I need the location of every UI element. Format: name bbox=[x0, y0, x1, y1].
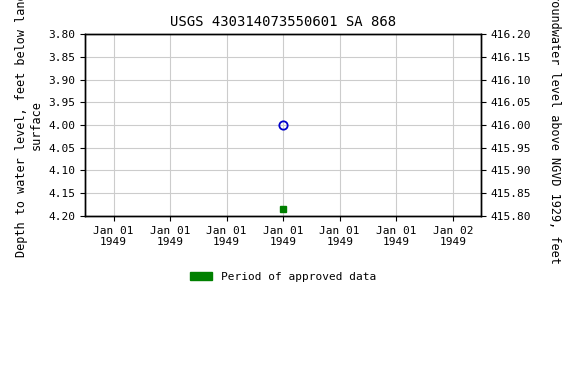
Legend: Period of approved data: Period of approved data bbox=[185, 268, 381, 286]
Y-axis label: Groundwater level above NGVD 1929, feet: Groundwater level above NGVD 1929, feet bbox=[548, 0, 561, 264]
Title: USGS 430314073550601 SA 868: USGS 430314073550601 SA 868 bbox=[170, 15, 396, 29]
Y-axis label: Depth to water level, feet below land
surface: Depth to water level, feet below land su… bbox=[15, 0, 43, 257]
